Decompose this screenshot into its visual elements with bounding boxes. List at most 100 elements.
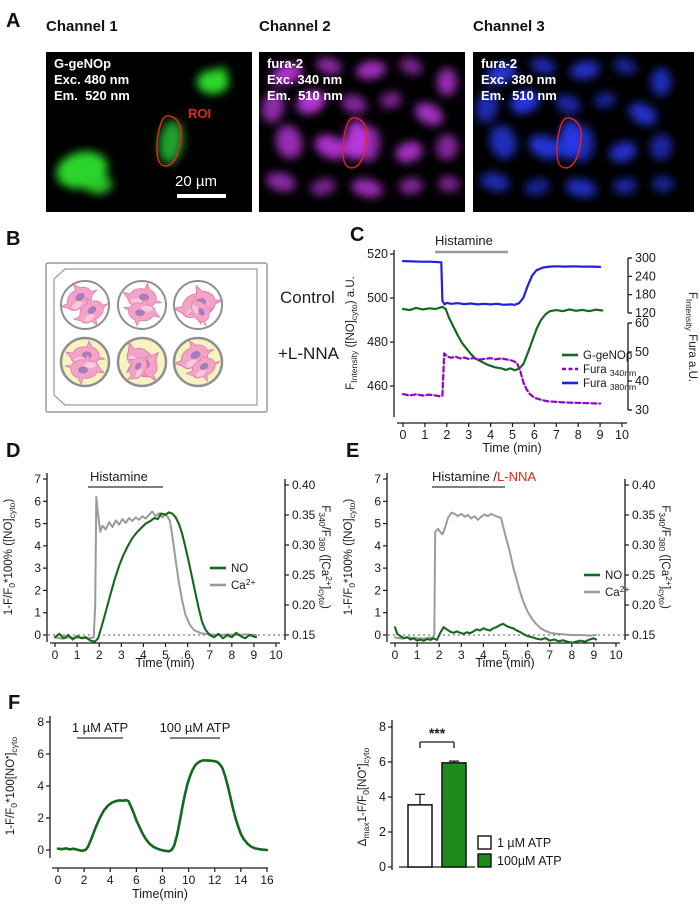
panel-label-f: F — [8, 692, 21, 714]
tick-label: 0.20 — [292, 598, 316, 612]
tick-label: 16 — [260, 873, 274, 887]
panel-label-b: B — [6, 228, 21, 250]
legend-swatch — [477, 835, 492, 850]
scalebar — [177, 194, 226, 198]
axis-label: F340/F380 ([Ca2+]cyto) — [657, 505, 674, 609]
tick-label: 40 — [635, 374, 649, 388]
overlay-line: Em. 520 nm — [54, 88, 130, 103]
tick-label: 7 — [553, 428, 560, 442]
tick-label: 4 — [379, 790, 386, 804]
tick-label: 0.20 — [632, 598, 656, 612]
tick-label: 7 — [206, 648, 213, 662]
tick-label: 0.40 — [292, 478, 316, 492]
tick-label: 4 — [107, 873, 114, 887]
tick-label: 10 — [182, 873, 196, 887]
well-plate-diagram — [45, 262, 268, 413]
legend-label: Ca2+ — [231, 577, 256, 592]
tick-label: 0.40 — [632, 478, 656, 492]
tick-label: 7 — [374, 472, 381, 486]
treatment-label: Histamine — [435, 233, 493, 248]
overlay-line: Em. 510 nm — [267, 88, 343, 103]
lnna-row-label: +L-NNA — [278, 344, 339, 363]
magenta-cells — [261, 57, 460, 198]
tick-label: 3 — [458, 648, 465, 662]
legend-label: NO — [605, 570, 622, 582]
channel-2-title: Channel 2 — [259, 18, 331, 35]
axis-label: Time (min) — [135, 656, 194, 670]
axis-label: 1-F/F0*100[NO•]cyto — [2, 737, 19, 836]
tick-label: 0.15 — [632, 628, 656, 642]
tick-label: 300 — [635, 251, 656, 265]
micrograph-channel-1: G-geNOp Exc. 480 nm Em. 520 nm ROI 20 µm — [46, 52, 252, 212]
tick-label: 480 — [367, 335, 388, 349]
legend-swatch — [477, 853, 492, 868]
tick-label: 0.35 — [632, 508, 656, 522]
tick-label: 6 — [524, 648, 531, 662]
tick-label: 8 — [379, 720, 386, 734]
sig-stars: *** — [429, 725, 446, 741]
overlay-line: Exc. 480 nm — [54, 72, 130, 87]
treatment-label: 100 µM ATP — [160, 720, 231, 735]
tick-label: 1 — [374, 606, 381, 620]
tick-label: 50 — [635, 345, 649, 359]
tick-label: 6 — [37, 747, 44, 761]
tick-label: 2 — [443, 428, 450, 442]
tick-label: 120 — [635, 306, 656, 320]
micrograph-channel-2-image — [259, 52, 465, 212]
panel-f-bar-chart: 0 2 4 6 8 Δmax1-F/F0[NO•]cyto *** 1 µM ATP 100µM… — [355, 720, 562, 874]
axis-label: Δmax1-F/F0[NO•]cyto — [355, 747, 371, 846]
tick-label: 0 — [374, 628, 381, 642]
channel-3-overlay-text: fura-2 Exc. 380 nm Em. 510 nm — [481, 56, 557, 104]
tick-label: 60 — [635, 316, 649, 330]
tick-label: 5 — [374, 517, 381, 531]
tick-label: 4 — [487, 428, 494, 442]
axis-label: 1-F/F0*100% ([NO]cyto) — [3, 499, 17, 616]
legend-label: Ca2+ — [605, 584, 630, 599]
tick-label: 6 — [374, 494, 381, 508]
tick-label: 9 — [251, 648, 258, 662]
tick-label: 7 — [34, 472, 41, 486]
tick-label: 180 — [635, 288, 656, 302]
control-row-label: Control — [280, 288, 335, 307]
panel-d-chart: 0 1 2 3 4 5 6 7 1-F/F0*100% ([NO]cyto) 0.15 0.20 0.… — [3, 469, 334, 670]
legend-label: 1 µM ATP — [497, 836, 551, 850]
tick-label: 4 — [34, 539, 41, 553]
tick-label: 4 — [37, 779, 44, 793]
tick-label: 5 — [162, 648, 169, 662]
legend-label: NO — [231, 563, 248, 575]
tick-label: 14 — [234, 873, 248, 887]
legend-label: Fura 380nm — [583, 378, 636, 392]
bar-100MATP — [441, 762, 467, 868]
tick-label: 9 — [597, 428, 604, 442]
roi-outline — [156, 115, 182, 167]
overlay-line: fura-2 — [481, 56, 518, 71]
tick-label: 3 — [118, 648, 125, 662]
tick-label: 0 — [55, 873, 62, 887]
tick-label: 6 — [379, 755, 386, 769]
series-Fura380nm — [401, 259, 602, 306]
legend-label: 100µM ATP — [497, 854, 562, 868]
axis-label: Time (min) — [482, 441, 541, 455]
tick-label: 0 — [379, 860, 386, 874]
tick-label: 4 — [140, 648, 147, 662]
series-NO — [53, 511, 258, 643]
tick-label: 6 — [531, 428, 538, 442]
axis-label: Time(min) — [132, 887, 188, 901]
tick-label: 2 — [374, 583, 381, 597]
tick-label: 0 — [392, 648, 399, 662]
axis-label: F340/F380 ([Ca2+]cyto) — [317, 505, 334, 609]
tick-label: 8 — [575, 428, 582, 442]
micrograph-channel-3-image — [473, 52, 694, 212]
series-GgeNOp — [401, 305, 604, 372]
axis-label: FIntensity Fura a.U. — [684, 292, 698, 382]
tick-label: 500 — [367, 291, 388, 305]
blue-cells — [475, 57, 674, 198]
channel-1-overlay-text: G-geNOp Exc. 480 nm Em. 520 nm — [54, 56, 130, 104]
series-NO — [393, 622, 598, 644]
tick-label: 0.35 — [292, 508, 316, 522]
tick-label: 3 — [374, 561, 381, 575]
axis-label: Time (min) — [475, 656, 534, 670]
tick-label: 0 — [34, 628, 41, 642]
roi-outline — [342, 117, 368, 169]
